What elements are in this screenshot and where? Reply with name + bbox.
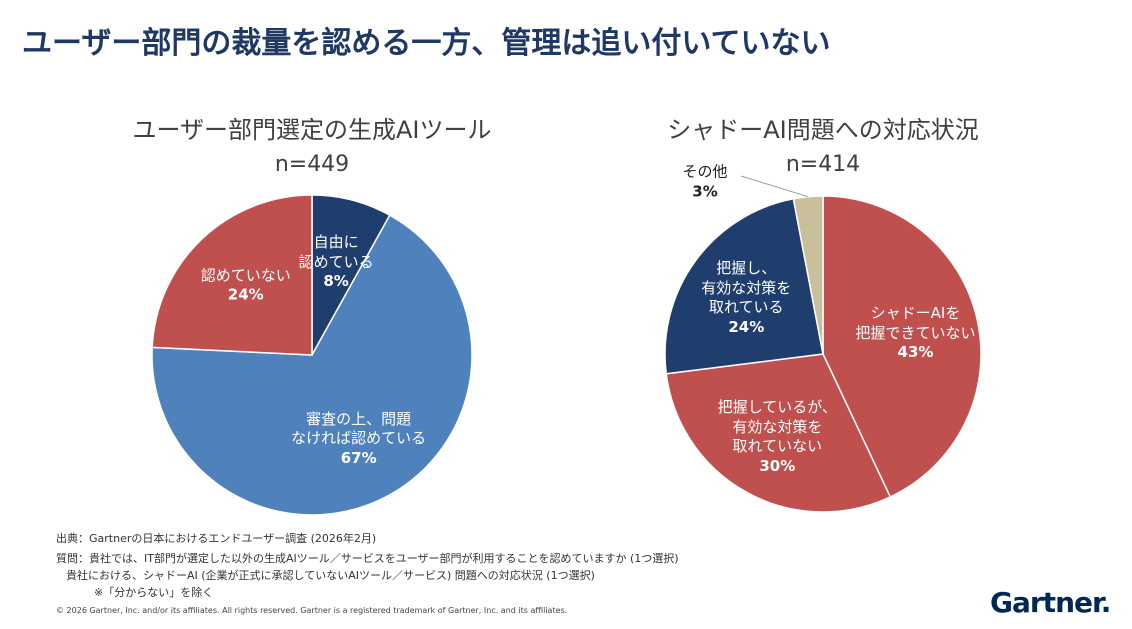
logo: Gartner. [990,586,1111,619]
slice-label: 把握し、 有効な対策を 取れている 24% [701,259,791,337]
category-label: シャドーAIを 把握できていない [855,304,976,342]
chart-title: シャドーAI問題への対応状況 [667,116,979,144]
chart-subtitle: n=414 [785,152,861,177]
category-label: 自由に 認めている [298,232,374,271]
slice-label: 自由に 認めている 8% [299,233,374,292]
pie-slice [792,195,824,355]
category-label: 把握し、 有効な対策を 取れている [701,259,792,317]
category-label: 把握しているが、 有効な対策を 取れていない [717,398,837,456]
slice-label: 把握しているが、 有効な対策を 取れていない 30% [718,398,837,476]
chart-subtitle: n=449 [274,152,350,177]
question: ※「分からない」を除く [94,586,214,599]
slice-label: その他 3% [682,163,727,202]
chart-title: ユーザー部門選定の生成AIツール [132,116,492,144]
slice-label: シャドーAIを 把握できていない 43% [856,304,976,363]
category-label: その他 [682,162,728,181]
pie-slice [151,214,473,516]
leader-line [740,175,809,198]
pie-slice [664,197,824,375]
value-label: 67% [340,448,377,467]
slide-title: ユーザー部門の裁量を認める一方、管理は追い付いていない [22,26,831,61]
value-label: 24% [728,317,765,336]
pie-slice [822,195,982,498]
copyright: © 2026 Gartner, Inc. and/or its affiliat… [56,606,568,615]
question: 質問：貴社では、IT部門が選定した以外の生成AIツール／サービスをユーザー部門が… [56,552,679,565]
category-label: 審査の上、問題 なければ認めている [291,409,427,448]
slice-label: 審査の上、問題 なければ認めている 67% [291,410,426,469]
value-label: 24% [227,285,264,304]
pie-slice [151,194,313,356]
question: 貴社における、シャドーAI (企業が正式に承認していないAIツール／サービス) … [66,569,595,582]
value-label: 8% [323,271,349,290]
value-label: 43% [897,343,934,362]
value-label: 30% [759,456,796,475]
category-label: 認めていない [200,266,291,285]
value-label: 3% [692,182,718,200]
slice-label: 認めていない 24% [201,266,291,305]
pie-slice [665,353,892,513]
source: 出典：Gartnerの日本におけるエンドユーザー調査 (2026年2月) [56,532,377,545]
